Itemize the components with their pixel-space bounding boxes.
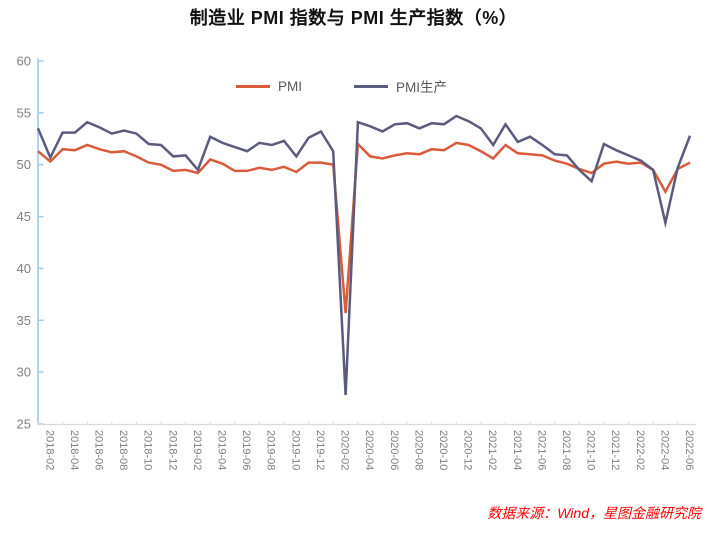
x-axis-label: 2021-10 <box>585 430 597 470</box>
y-axis-label: 35 <box>17 313 31 328</box>
pmi-production-legend-label: PMI生产 <box>396 80 448 95</box>
x-axis-label: 2021-06 <box>535 430 547 470</box>
x-axis-label: 2020-02 <box>339 430 351 470</box>
x-axis-label: 2018-06 <box>93 430 105 470</box>
x-axis-label: 2022-06 <box>683 430 695 470</box>
pmi-legend-label: PMI <box>277 78 302 94</box>
y-axis-label: 25 <box>17 417 31 432</box>
y-axis-label: 45 <box>17 209 31 224</box>
x-axis-label: 2020-06 <box>388 430 400 470</box>
x-axis-label: 2018-12 <box>166 430 178 470</box>
chart-title: 制造业 PMI 指数与 PMI 生产指数（%） <box>189 8 518 28</box>
y-axis-label: 55 <box>17 105 31 120</box>
x-axis-label: 2018-08 <box>117 430 129 470</box>
x-axis-label: 2018-10 <box>142 430 154 470</box>
x-axis-label: 2019-08 <box>265 430 277 470</box>
y-axis-label: 40 <box>17 261 31 276</box>
x-axis-label: 2018-02 <box>43 430 55 470</box>
pmi-production-legend-line-icon <box>354 84 388 88</box>
x-axis-label: 2020-10 <box>437 430 449 470</box>
x-axis-label: 2021-12 <box>609 430 621 470</box>
x-axis-label: 2020-04 <box>363 430 375 470</box>
legend-item-pmi: PMI <box>235 78 302 94</box>
x-axis-label: 2019-12 <box>314 430 326 470</box>
x-axis-label: 2022-02 <box>634 430 646 470</box>
x-axis-label: 2022-04 <box>658 430 670 470</box>
y-axis-label: 30 <box>17 365 31 380</box>
x-axis-label: 2021-08 <box>560 430 572 470</box>
x-axis-label: 2019-04 <box>216 430 228 470</box>
y-axis-label: 50 <box>17 157 31 172</box>
x-axis-label: 2020-08 <box>412 430 424 470</box>
x-axis-label: 2021-04 <box>511 430 523 470</box>
x-axis-label: 2019-10 <box>289 430 301 470</box>
pmi-line <box>37 141 691 314</box>
pmi-legend-line-icon <box>235 84 270 88</box>
x-axis-label: 2021-02 <box>486 430 498 470</box>
source-note: 数据来源：Wind，星图金融研究院 <box>487 505 701 521</box>
pmi-production-line <box>36 114 692 396</box>
x-axis-label: 2020-12 <box>462 430 474 470</box>
x-axis-label: 2019-02 <box>191 430 203 470</box>
x-axis-label: 2018-04 <box>68 430 80 470</box>
x-axis-label: 2019-06 <box>240 430 252 470</box>
legend: PMI PMI生产 <box>0 76 695 96</box>
legend-item-pmi-production: PMI生产 <box>354 76 447 96</box>
y-axis-label: 60 <box>17 54 31 69</box>
